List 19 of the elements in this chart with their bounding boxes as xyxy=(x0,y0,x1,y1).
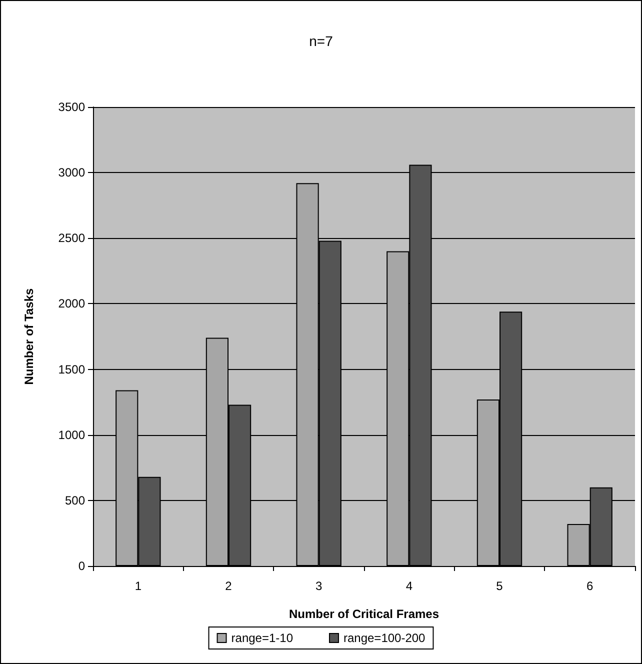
x-tick-label: 2 xyxy=(225,579,232,593)
x-axis-title: Number of Critical Frames xyxy=(288,607,440,621)
x-tick-label: 5 xyxy=(496,579,504,593)
legend-label: range=100-200 xyxy=(343,631,426,645)
x-tick-label: 3 xyxy=(315,579,322,593)
chart-title: n=7 xyxy=(309,33,334,49)
x-tick-label: 4 xyxy=(406,579,413,593)
y-tick-label: 0 xyxy=(78,559,86,573)
x-tick-label: 1 xyxy=(134,579,142,593)
y-tick-label: 1500 xyxy=(58,362,86,376)
y-tick-label: 1000 xyxy=(58,428,86,442)
y-tick-label: 3000 xyxy=(58,166,86,180)
y-tick-label: 3500 xyxy=(58,100,86,114)
y-tick-label: 2000 xyxy=(58,296,86,311)
x-tick-label: 6 xyxy=(586,579,594,593)
y-axis-title: Number of Tasks xyxy=(22,288,36,385)
legend-label: range=1-10 xyxy=(231,631,294,645)
y-tick-label: 500 xyxy=(64,493,86,508)
y-tick-label: 2500 xyxy=(58,231,86,246)
